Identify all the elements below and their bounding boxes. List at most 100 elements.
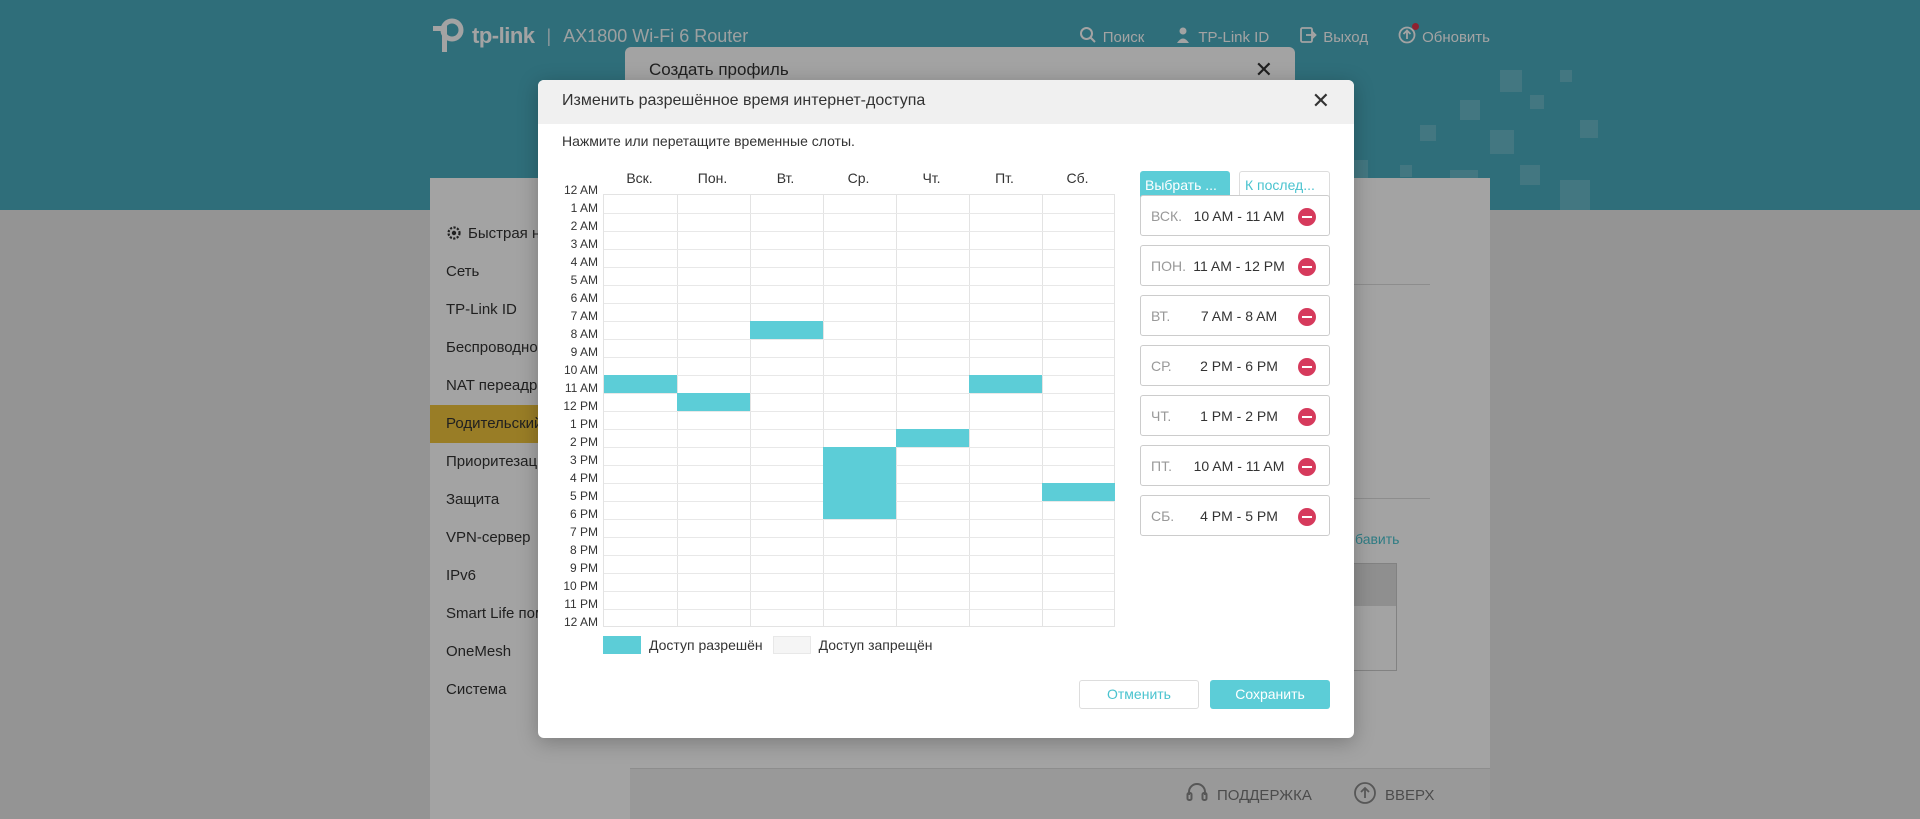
decorative-pixel-pattern bbox=[1260, 70, 1620, 210]
entry-time: 10 AM - 11 AM bbox=[1193, 458, 1285, 474]
remove-icon[interactable] bbox=[1298, 508, 1316, 526]
allowed-time-slot[interactable] bbox=[677, 393, 750, 411]
add-link[interactable]: бавить bbox=[1355, 531, 1400, 547]
remove-icon[interactable] bbox=[1298, 208, 1316, 226]
tplink-id-link[interactable]: TP-Link ID bbox=[1174, 26, 1269, 48]
entry-day: ПТ. bbox=[1151, 458, 1172, 474]
time-label: 10 AM bbox=[563, 363, 598, 377]
remove-icon[interactable] bbox=[1298, 308, 1316, 326]
close-icon[interactable]: ✕ bbox=[1254, 57, 1273, 82]
remove-icon[interactable] bbox=[1298, 458, 1316, 476]
sidebar-item-security[interactable]: Защита bbox=[446, 491, 500, 508]
time-label: 6 AM bbox=[570, 291, 598, 305]
sidebar-item-qos[interactable]: Приоритезаци bbox=[446, 453, 546, 470]
day-label: Пон. bbox=[697, 170, 728, 186]
sidebar-item-tplink-id[interactable]: TP-Link ID bbox=[446, 301, 517, 318]
entry-day: ПОН. bbox=[1151, 258, 1186, 274]
allowed-time-slot[interactable] bbox=[969, 375, 1042, 393]
entry-day: ВСК. bbox=[1151, 208, 1183, 224]
sidebar-item-smart-life[interactable]: Smart Life пом bbox=[446, 605, 546, 622]
update-label: Обновить bbox=[1422, 28, 1490, 46]
remove-icon[interactable] bbox=[1298, 258, 1316, 276]
allowed-time-slot[interactable] bbox=[750, 321, 823, 339]
allowed-time-slot[interactable] bbox=[1042, 483, 1115, 501]
allowed-time-slot[interactable] bbox=[823, 447, 896, 519]
schedule-grid[interactable] bbox=[603, 194, 1115, 627]
schedule-entry: ВСК. 10 AM - 11 AM bbox=[1140, 195, 1330, 236]
sidebar-item-system[interactable]: Система bbox=[446, 681, 507, 698]
save-button[interactable]: Сохранить bbox=[1210, 680, 1330, 709]
schedule-entry: СР. 2 PM - 6 PM bbox=[1140, 345, 1330, 386]
sidebar-item-quick-setup[interactable]: Быстрая на bbox=[430, 215, 630, 253]
grid-row-line bbox=[604, 519, 1114, 520]
modal-header: Изменить разрешённое время интернет-дост… bbox=[538, 80, 1354, 124]
time-label: 9 AM bbox=[570, 345, 598, 359]
time-label: 3 PM bbox=[569, 453, 598, 467]
time-label: 4 AM bbox=[570, 255, 598, 269]
entry-day: ВТ. bbox=[1151, 308, 1171, 324]
model-name: AX1800 Wi-Fi 6 Router bbox=[563, 25, 749, 46]
time-label: 5 AM bbox=[570, 273, 598, 287]
entry-time: 2 PM - 6 PM bbox=[1200, 358, 1278, 374]
day-label: Сб. bbox=[1066, 170, 1089, 186]
legend-denied-label: Доступ запрещён bbox=[818, 637, 933, 653]
schedule-entry: ПОН. 11 AM - 12 PM bbox=[1140, 245, 1330, 286]
entry-time: 11 AM - 12 PM bbox=[1193, 258, 1285, 274]
allowed-time-slot[interactable] bbox=[604, 375, 677, 393]
update-icon bbox=[1398, 26, 1416, 48]
search-icon bbox=[1079, 26, 1097, 48]
sidebar-item-onemesh[interactable]: OneMesh bbox=[446, 643, 512, 660]
grid-row-line bbox=[604, 573, 1114, 574]
grid-row-line bbox=[604, 591, 1114, 592]
close-icon[interactable]: ✕ bbox=[1311, 88, 1330, 113]
top-nav: Поиск TP-Link ID Выход Обновить bbox=[1079, 23, 1490, 48]
remove-icon[interactable] bbox=[1298, 358, 1316, 376]
back-to-top-link[interactable]: ВВЕРХ bbox=[1353, 781, 1434, 809]
sidebar-item-nat[interactable]: NAT переадре bbox=[446, 377, 546, 394]
support-label: ПОДДЕРЖКА bbox=[1217, 786, 1312, 804]
entry-day: СБ. bbox=[1151, 508, 1175, 524]
time-label: 1 AM bbox=[570, 201, 598, 215]
day-labels: Вск. Пон. Вт. Ср. Чт. Пт. Сб. bbox=[603, 170, 1114, 186]
sidebar-item-network[interactable]: Сеть bbox=[446, 263, 480, 280]
support-link[interactable]: ПОДДЕРЖКА bbox=[1185, 781, 1312, 809]
sidebar-item-wireless[interactable]: Беспроводной bbox=[446, 339, 547, 356]
grid-row-line bbox=[604, 303, 1114, 304]
grid-column-line bbox=[823, 195, 824, 626]
allowed-time-slot[interactable] bbox=[896, 429, 969, 447]
grid-row-line bbox=[604, 249, 1114, 250]
grid-row-line bbox=[604, 429, 1114, 430]
brand-separator: | bbox=[546, 25, 552, 46]
arrow-up-icon bbox=[1353, 781, 1377, 809]
update-link[interactable]: Обновить bbox=[1398, 23, 1490, 48]
entry-day: СР. bbox=[1151, 358, 1172, 374]
time-label: 8 AM bbox=[570, 327, 598, 341]
update-notification-dot bbox=[1412, 23, 1420, 30]
headset-icon bbox=[1185, 781, 1209, 809]
legend-allowed-label: Доступ разрешён bbox=[649, 637, 763, 653]
time-label: 11 PM bbox=[564, 597, 598, 611]
gear-icon bbox=[446, 218, 462, 240]
legend-allowed-swatch bbox=[603, 636, 641, 654]
tp-link-logo-icon bbox=[430, 18, 466, 54]
schedule-entry: ВТ. 7 AM - 8 AM bbox=[1140, 295, 1330, 336]
remove-icon[interactable] bbox=[1298, 408, 1316, 426]
legend-denied-swatch bbox=[772, 636, 811, 654]
grid-row-line bbox=[604, 213, 1114, 214]
modal-hint: Нажмите или перетащите временные слоты. bbox=[562, 133, 855, 149]
sidebar-item-ipv6[interactable]: IPv6 bbox=[446, 567, 477, 584]
grid-row-line bbox=[604, 393, 1114, 394]
logout-label: Выход bbox=[1323, 28, 1369, 46]
sidebar-item-vpn[interactable]: VPN-сервер bbox=[446, 529, 531, 546]
time-label: 9 PM bbox=[569, 561, 598, 575]
entry-time: 10 AM - 11 AM bbox=[1193, 208, 1285, 224]
grid-row-line bbox=[604, 537, 1114, 538]
tplink-id-label: TP-Link ID bbox=[1198, 28, 1270, 46]
search-link[interactable]: Поиск bbox=[1079, 26, 1144, 48]
logout-link[interactable]: Выход bbox=[1299, 26, 1368, 48]
day-label: Вт. bbox=[776, 170, 795, 186]
cancel-button[interactable]: Отменить bbox=[1079, 680, 1199, 709]
grid-row-line bbox=[604, 285, 1114, 286]
entry-time: 1 PM - 2 PM bbox=[1200, 408, 1278, 424]
grid-row-line bbox=[604, 231, 1114, 232]
